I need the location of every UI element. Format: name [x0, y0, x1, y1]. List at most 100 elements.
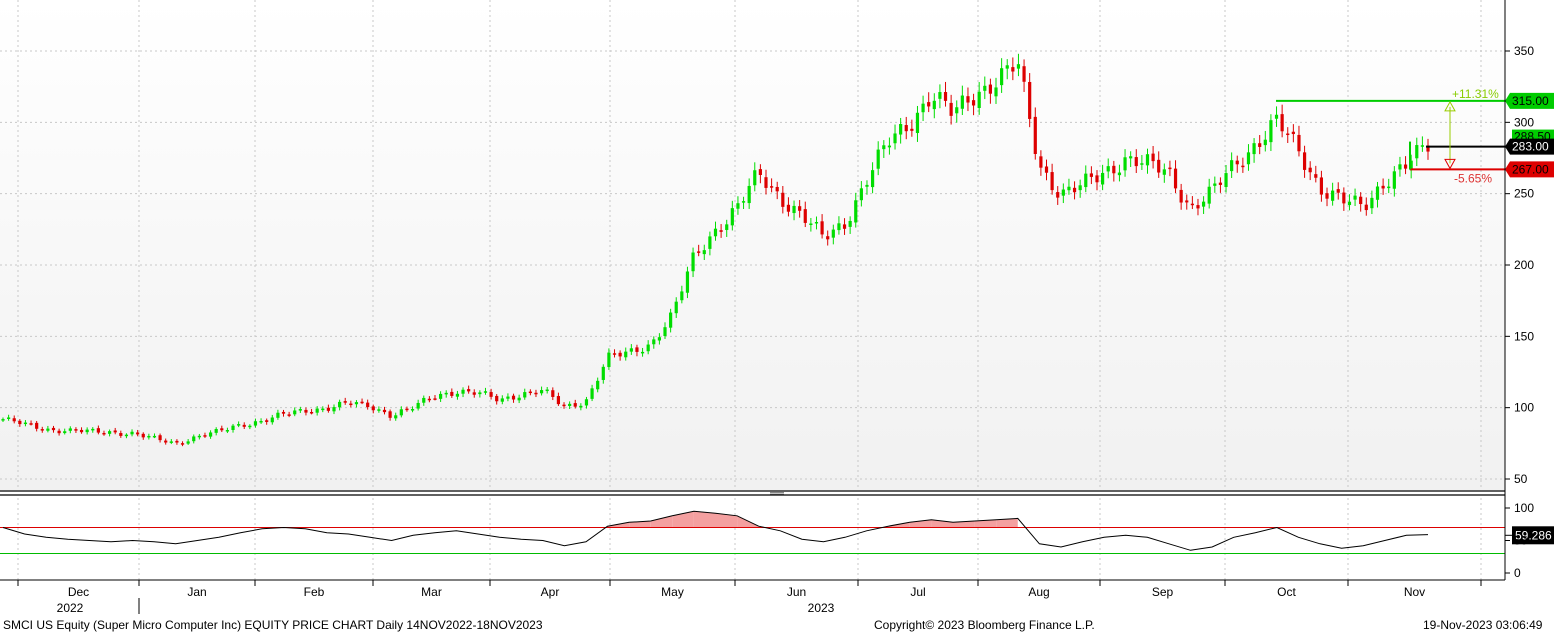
candle-body: [113, 430, 117, 433]
candle-body: [276, 412, 280, 418]
candle-body: [1213, 183, 1217, 186]
candle-body: [781, 192, 785, 207]
candle-body: [680, 291, 684, 301]
candle-body: [309, 411, 314, 414]
candle-body: [1117, 172, 1122, 176]
candle-body: [1056, 192, 1060, 198]
candle-body: [1325, 193, 1329, 199]
candle-body: [1398, 164, 1402, 170]
candle-body: [35, 422, 39, 429]
candle-body: [96, 428, 100, 433]
candle-body: [1364, 204, 1368, 211]
candle-body: [1415, 145, 1419, 159]
rsi-y-tick-label: 50: [1514, 534, 1528, 548]
candle-body: [882, 145, 886, 150]
candle-body: [1129, 156, 1133, 159]
candle-body: [1106, 166, 1110, 172]
candle-body: [685, 271, 690, 293]
candle-body: [960, 95, 964, 109]
candle-body: [1016, 64, 1021, 69]
candle-body: [1353, 195, 1357, 200]
candle-body: [1280, 114, 1284, 132]
candle-body: [870, 170, 875, 188]
candle-body: [837, 223, 841, 231]
candle-body: [1061, 189, 1065, 196]
candle-body: [265, 420, 269, 422]
candle-body: [102, 432, 106, 435]
candle-body: [551, 390, 555, 397]
candle-body: [629, 348, 633, 352]
candle-body: [674, 301, 678, 314]
candle-body: [1235, 160, 1239, 165]
month-label: Nov: [1404, 585, 1425, 599]
candle-body: [259, 420, 263, 423]
rsi-overbought-fill: [650, 515, 673, 528]
candle-body: [545, 389, 549, 392]
y-tick-label: 350: [1514, 44, 1534, 58]
candle-body: [1359, 196, 1363, 205]
candle-body: [1095, 175, 1099, 183]
candle-body: [1162, 169, 1166, 175]
candle-body: [321, 408, 325, 411]
candle-body: [949, 102, 953, 116]
candle-body: [332, 407, 336, 412]
candle-body: [814, 221, 819, 224]
candle-body: [1246, 152, 1251, 165]
candle-body: [1179, 189, 1183, 203]
last-price-label: 283.00: [1512, 140, 1549, 154]
candle-body: [955, 107, 959, 114]
candle-body: [1112, 165, 1116, 174]
candle-body: [1011, 67, 1015, 72]
candle-body: [483, 391, 488, 393]
candle-body: [1224, 173, 1228, 188]
candle-body: [1033, 116, 1037, 155]
candle-body: [865, 184, 869, 187]
candle-body: [943, 92, 948, 101]
candle-body: [640, 351, 645, 354]
candle-body: [147, 435, 151, 438]
upper-price-box: [1505, 92, 1554, 109]
rsi-y-tick-label: 0: [1514, 566, 1521, 580]
y-tick-label: 250: [1514, 187, 1534, 201]
candle-body: [1392, 171, 1396, 189]
chart-svg: 59.286 50 100 150 200 250 300 350 0 50 100 Dec Jan F…: [0, 0, 1554, 615]
candle-body: [708, 236, 712, 249]
candle-body: [1420, 145, 1424, 147]
candle-body: [68, 428, 72, 431]
candle-body: [719, 230, 723, 232]
candle-body: [1005, 65, 1009, 69]
candle-body: [1044, 166, 1049, 173]
month-label: Aug: [1028, 585, 1049, 599]
month-label: Jul: [910, 585, 925, 599]
candle-body: [1258, 143, 1262, 147]
candle-body: [18, 420, 22, 425]
candle-body: [517, 397, 521, 401]
candle-body: [584, 399, 589, 406]
candle-body: [1308, 167, 1312, 173]
candle-body: [1241, 165, 1245, 168]
candle-body: [79, 429, 84, 433]
candle-body: [1370, 197, 1374, 209]
candle-body: [831, 229, 835, 238]
candle-body: [270, 417, 274, 423]
candle-body: [1089, 173, 1093, 177]
candle-body: [1269, 120, 1273, 143]
candle-body: [1050, 172, 1054, 191]
candle-body: [85, 429, 89, 433]
candle-body: [528, 391, 532, 394]
candle-body: [366, 402, 370, 408]
candle-body: [248, 425, 252, 428]
candle-body: [568, 403, 572, 406]
candle-body: [966, 96, 970, 103]
candle-body: [253, 421, 258, 426]
candle-body: [1263, 139, 1267, 146]
candle-body: [730, 208, 734, 226]
copyright-text: Copyright© 2023 Bloomberg Finance L.P.: [874, 618, 1095, 632]
candle-body: [377, 409, 381, 411]
candle-body: [1297, 134, 1301, 152]
candle-body: [635, 347, 639, 352]
candle-body: [203, 435, 207, 437]
candle-body: [596, 380, 600, 390]
candle-body: [803, 209, 807, 223]
y-tick-label: 300: [1514, 115, 1534, 129]
